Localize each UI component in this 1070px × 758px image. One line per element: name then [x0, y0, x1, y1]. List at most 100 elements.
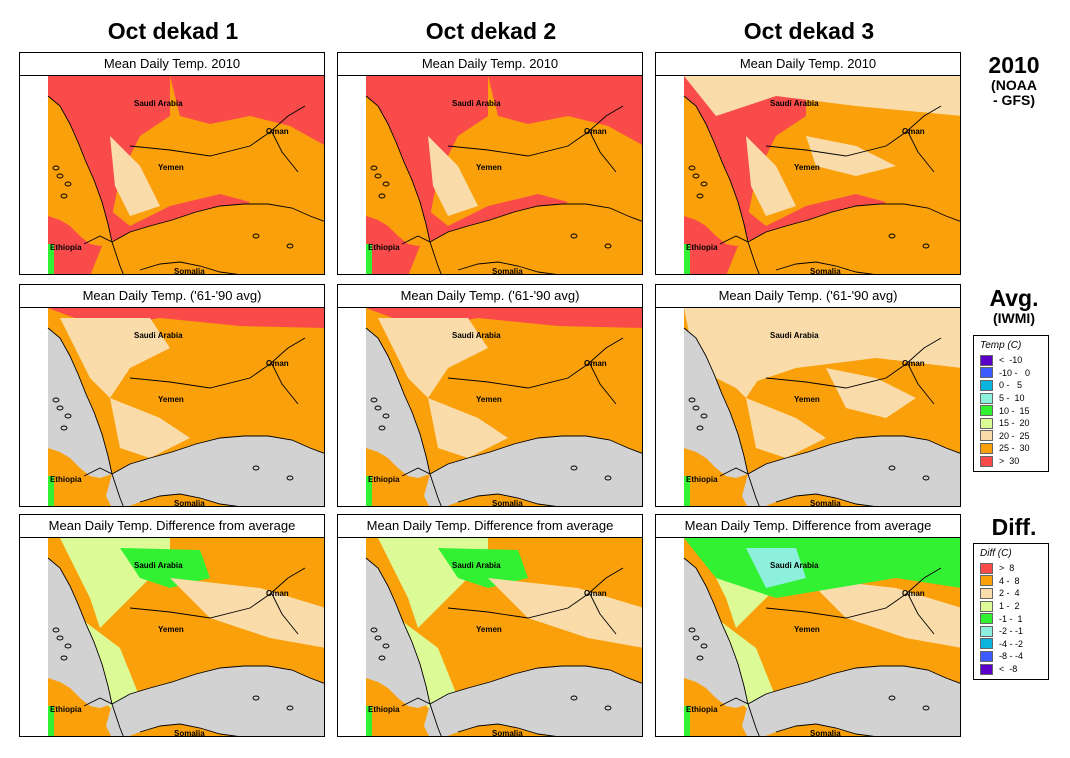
- gulf-of-aden: [742, 204, 960, 274]
- diff-legend-swatch: [980, 600, 993, 612]
- map-label-saudi: Saudi Arabia: [134, 561, 183, 570]
- gulf-of-aden: [106, 666, 324, 736]
- map-label-oman: Oman: [902, 589, 925, 598]
- map: Saudi Arabia Oman Yemen Ethiopia Somalia: [656, 76, 960, 274]
- gulf-of-aden: [424, 436, 642, 506]
- island: [374, 173, 382, 179]
- island: [382, 181, 390, 187]
- map: Saudi Arabia Oman Yemen Ethiopia Somalia: [338, 76, 642, 274]
- border-line: [775, 261, 875, 274]
- island: [252, 233, 260, 239]
- map-label-ethiopia: Ethiopia: [50, 475, 82, 484]
- island: [378, 193, 386, 199]
- border-line: [775, 493, 875, 506]
- temperature-zone: [60, 318, 170, 398]
- border-line: [271, 363, 299, 405]
- diff-legend-item: -1 - 1: [980, 612, 1044, 625]
- temperature-zone: [716, 186, 886, 246]
- temperature-zone: [110, 136, 160, 216]
- ethiopia-edge: [48, 476, 54, 506]
- map: Saudi Arabia Oman Yemen Ethiopia Somalia: [20, 308, 324, 506]
- border-line: [401, 235, 442, 274]
- island: [688, 165, 696, 171]
- border-line: [47, 327, 113, 475]
- temperature-zone: [684, 308, 960, 388]
- row-label-2010-title: 2010: [988, 52, 1040, 78]
- map-label-somalia: Somalia: [810, 499, 841, 507]
- temperature-zone: [170, 578, 324, 648]
- panel-title: Mean Daily Temp. 2010: [656, 53, 960, 76]
- gulf-of-aden: [106, 436, 324, 506]
- border-line: [429, 435, 642, 475]
- diff-legend-label: 1 - 2: [999, 601, 1020, 612]
- border-line: [111, 435, 324, 475]
- red-sea: [684, 96, 748, 246]
- border-line: [47, 557, 113, 705]
- map-panel-diff-dekad-2: Mean Daily Temp. Difference from average…: [337, 514, 643, 737]
- map-fill: [48, 538, 324, 736]
- temp-legend: Temp (C) < -10 -10 - 0 0 - 5 5 - 10 10 - 15 1…: [973, 335, 1049, 473]
- ethiopia-edge: [48, 706, 54, 736]
- map-label-ethiopia: Ethiopia: [368, 243, 400, 252]
- country-borders: [47, 95, 324, 274]
- row-label-avg: Avg. (IWMI): [978, 285, 1050, 326]
- temp-legend-item: 5 - 10: [980, 392, 1044, 405]
- border-line: [765, 567, 942, 619]
- border-line: [907, 131, 935, 173]
- map: Saudi Arabia Oman Yemen Ethiopia Somalia: [656, 538, 960, 737]
- map-label-oman: Oman: [584, 359, 607, 368]
- island: [922, 243, 930, 249]
- diff-legend-swatch: [980, 663, 993, 675]
- diff-legend-label: 2 - 4: [999, 588, 1020, 599]
- border-line: [129, 337, 306, 389]
- island: [604, 243, 612, 249]
- border-line: [401, 697, 442, 736]
- map: Saudi Arabia Oman Yemen Ethiopia Somalia: [338, 308, 642, 506]
- row-label-diff-title: Diff.: [991, 514, 1037, 540]
- temperature-zone: [806, 136, 896, 176]
- temp-legend-swatch: [980, 354, 993, 366]
- map-panel-diff-dekad-1: Mean Daily Temp. Difference from average…: [19, 514, 325, 737]
- map-label-somalia: Somalia: [810, 729, 841, 737]
- border-line: [589, 131, 617, 173]
- temp-legend-label: 15 - 20: [999, 418, 1030, 429]
- diff-legend-swatch: [980, 562, 993, 574]
- map-label-saudi: Saudi Arabia: [452, 99, 501, 108]
- diff-legend-swatch: [980, 587, 993, 599]
- border-line: [139, 723, 239, 736]
- ethiopia-edge: [684, 706, 690, 736]
- border-line: [775, 723, 875, 736]
- map-fill: [366, 538, 642, 736]
- border-line: [111, 203, 324, 243]
- red-sea: [684, 558, 748, 708]
- map: Saudi Arabia Oman Yemen Ethiopia Somalia: [338, 538, 642, 737]
- map-label-ethiopia: Ethiopia: [368, 705, 400, 714]
- map-label-yemen: Yemen: [794, 395, 820, 404]
- temp-legend-item: 10 - 15: [980, 404, 1044, 417]
- row-label-2010-source-line-2: - GFS): [993, 92, 1035, 108]
- red-sea: [48, 328, 112, 478]
- island: [570, 465, 578, 471]
- diff-legend-swatch: [980, 625, 993, 637]
- temp-legend-label: > 30: [999, 456, 1020, 467]
- island: [64, 413, 72, 419]
- temp-legend-label: 10 - 15: [999, 405, 1030, 416]
- temp-legend-swatch: [980, 392, 993, 404]
- border-line: [429, 665, 642, 705]
- border-line: [747, 435, 960, 475]
- map-label-oman: Oman: [902, 359, 925, 368]
- island: [604, 475, 612, 481]
- map-label-yemen: Yemen: [158, 395, 184, 404]
- island: [286, 243, 294, 249]
- island: [378, 655, 386, 661]
- diff-legend-item: -8 - -4: [980, 650, 1044, 663]
- panel-title: Mean Daily Temp. ('61-'90 avg): [338, 285, 642, 308]
- map-label-somalia: Somalia: [492, 729, 523, 737]
- border-line: [719, 697, 760, 736]
- border-line: [83, 235, 124, 274]
- panel-title: Mean Daily Temp. Difference from average: [338, 515, 642, 538]
- border-line: [47, 95, 113, 243]
- map-panel-2010-dekad-3: Mean Daily Temp. 2010 Saudi Arabia Oman Yem…: [655, 52, 961, 275]
- border-line: [447, 105, 624, 157]
- diff-legend-item: > 8: [980, 562, 1044, 575]
